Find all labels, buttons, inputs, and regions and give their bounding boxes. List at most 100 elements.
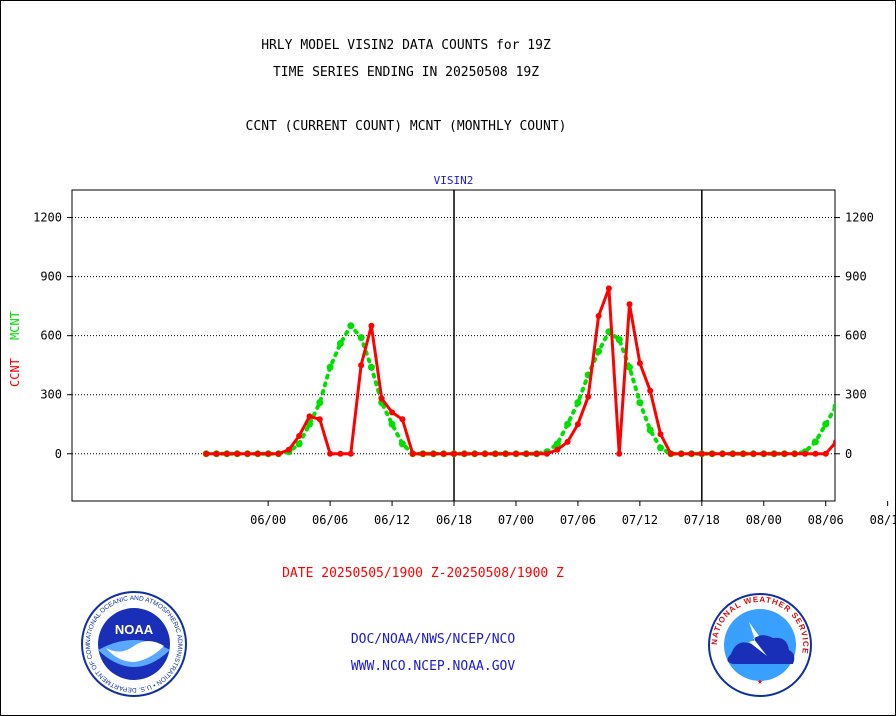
- data-point-mcnt: [326, 363, 334, 371]
- date-range-label: DATE 20250505/1900 Z-20250508/1900 Z: [282, 566, 564, 581]
- data-point-ccnt: [275, 450, 282, 457]
- data-point-ccnt: [223, 450, 230, 457]
- data-point-ccnt: [254, 450, 261, 457]
- y-tick-label-left: 600: [40, 329, 62, 343]
- data-point-ccnt: [750, 450, 757, 457]
- data-point-mcnt: [832, 403, 835, 410]
- chart-title-line2: TIME SERIES ENDING IN 20250508 19Z: [272, 65, 540, 80]
- y-tick-label-right: 900: [845, 270, 867, 284]
- data-point-ccnt: [451, 450, 457, 457]
- series-ccnt: [203, 242, 880, 457]
- y-axis-label-ccnt: CCNT: [8, 358, 22, 387]
- data-point-ccnt: [636, 360, 643, 367]
- data-point-ccnt: [595, 313, 602, 319]
- data-point-ccnt: [554, 446, 561, 453]
- data-point-ccnt: [327, 450, 334, 457]
- data-point-mcnt: [295, 440, 303, 448]
- data-point-ccnt: [296, 433, 303, 439]
- data-point-ccnt: [781, 450, 788, 457]
- data-point-ccnt: [337, 450, 344, 457]
- chart-title-line1: HRLY MODEL VISIN2 DATA COUNTS for 19Z: [261, 38, 551, 53]
- data-point-ccnt: [368, 322, 375, 329]
- data-point-ccnt: [440, 450, 447, 457]
- data-point-ccnt: [399, 416, 406, 423]
- data-point-ccnt: [822, 450, 829, 457]
- data-point-ccnt: [533, 450, 540, 457]
- data-point-ccnt: [523, 450, 530, 457]
- y-tick-label-left: 1200: [33, 211, 62, 225]
- svg-text:★: ★: [757, 677, 763, 687]
- data-point-ccnt: [409, 450, 416, 457]
- data-point-ccnt: [791, 450, 798, 457]
- data-point-mcnt: [398, 440, 406, 448]
- data-point-ccnt: [502, 450, 509, 457]
- data-point-ccnt: [461, 450, 468, 457]
- x-tick-label: 06/12: [374, 513, 410, 527]
- data-point-ccnt: [698, 450, 705, 457]
- data-point-ccnt: [874, 242, 880, 248]
- data-point-ccnt: [833, 439, 835, 445]
- data-point-mcnt: [336, 340, 344, 347]
- data-point-ccnt: [482, 450, 488, 457]
- y-axis-label-mcnt: MCNT: [8, 311, 22, 340]
- data-point-ccnt: [647, 387, 654, 394]
- x-tick-label: 08/00: [746, 513, 782, 527]
- data-point-mcnt: [646, 426, 654, 434]
- y-tick-label-right: 0: [845, 447, 852, 461]
- data-point-mcnt: [657, 444, 664, 452]
- data-point-mcnt: [367, 363, 375, 371]
- data-point-ccnt: [771, 450, 778, 457]
- data-point-ccnt: [213, 450, 220, 457]
- footer-line1: DOC/NOAA/NWS/NCEP/NCO: [350, 632, 516, 647]
- data-point-mcnt: [357, 334, 365, 342]
- data-point-mcnt: [615, 336, 623, 344]
- data-point-ccnt: [574, 421, 581, 428]
- data-point-ccnt: [843, 409, 849, 415]
- data-point-ccnt: [471, 450, 478, 457]
- data-point-ccnt: [265, 450, 272, 457]
- series-mcnt: [202, 322, 881, 458]
- noaa-logo-text: NOAA: [115, 622, 154, 637]
- data-point-ccnt: [543, 450, 550, 457]
- data-point-ccnt: [626, 301, 633, 308]
- x-tick-label: 07/12: [622, 513, 658, 527]
- data-point-ccnt: [347, 450, 354, 457]
- y-tick-label-right: 1200: [845, 211, 874, 225]
- data-point-mcnt: [626, 363, 633, 371]
- data-point-mcnt: [874, 342, 881, 349]
- data-point-mcnt: [853, 348, 860, 355]
- data-point-mcnt: [388, 420, 396, 428]
- series-line-mcnt: [204, 322, 835, 456]
- data-point-ccnt: [316, 416, 323, 423]
- nws-logo: ★ NATIONAL WEATHER SERVICE: [708, 593, 812, 697]
- data-point-ccnt: [234, 450, 241, 457]
- data-point-ccnt: [605, 285, 612, 292]
- y-tick-label-left: 0: [55, 447, 62, 461]
- data-point-ccnt: [244, 450, 251, 457]
- data-point-ccnt: [719, 450, 726, 457]
- x-tick-label: 07/06: [560, 513, 596, 527]
- data-point-ccnt: [285, 446, 292, 453]
- data-point-mcnt: [636, 399, 644, 407]
- chart-title-line3: CCNT (CURRENT COUNT) MCNT (MONTHLY COUNT…: [245, 119, 567, 134]
- data-point-ccnt: [564, 438, 571, 445]
- data-point-ccnt: [667, 450, 674, 457]
- footer-line2: WWW.NCO.NCEP.NOAA.GOV: [350, 659, 516, 674]
- data-point-ccnt: [492, 450, 499, 457]
- data-point-ccnt: [203, 450, 210, 457]
- data-point-mcnt: [347, 322, 355, 330]
- data-point-ccnt: [378, 395, 385, 402]
- data-point-ccnt: [306, 413, 313, 420]
- data-point-ccnt: [740, 450, 747, 457]
- x-tick-label: 06/00: [250, 513, 286, 527]
- data-point-mcnt: [843, 379, 850, 386]
- data-point-ccnt: [616, 450, 623, 457]
- data-point-ccnt: [864, 289, 870, 295]
- data-point-ccnt: [709, 450, 716, 457]
- y-tick-label-right: 300: [845, 388, 867, 402]
- data-point-ccnt: [389, 409, 396, 416]
- x-tick-label: 06/06: [312, 513, 348, 527]
- data-point-ccnt: [420, 450, 426, 457]
- data-point-ccnt: [760, 450, 767, 457]
